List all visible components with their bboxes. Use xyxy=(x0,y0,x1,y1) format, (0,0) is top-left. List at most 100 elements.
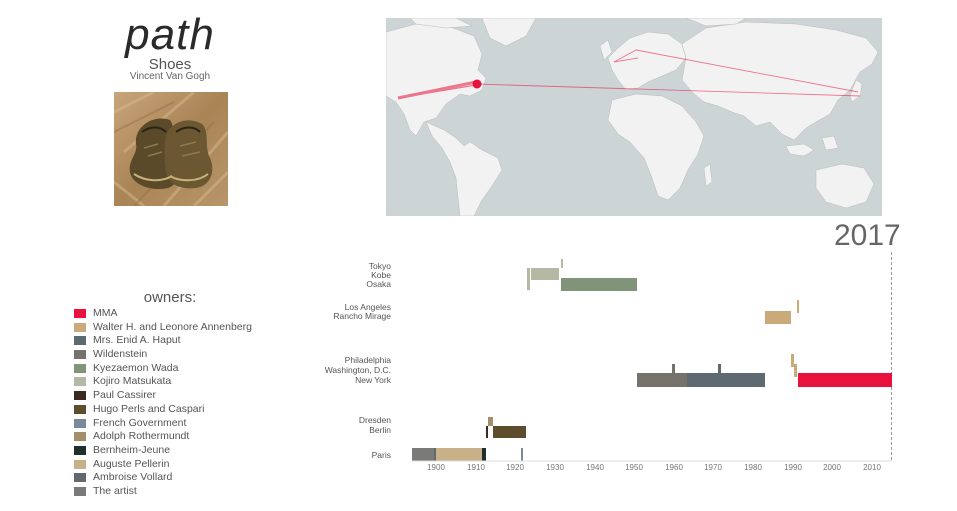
artwork-title: Shoes xyxy=(148,56,192,73)
bar-annenberg-washington[interactable] xyxy=(794,364,797,377)
legend-swatch xyxy=(74,459,86,469)
bar-kojiro-matsukata-kobe-start[interactable] xyxy=(527,268,530,290)
owners-heading: owners: xyxy=(143,289,197,306)
location-label-kobe: Kobe xyxy=(371,270,391,280)
tick-1930: 1930 xyxy=(546,463,564,472)
legend-label: Mrs. Enid A. Haput xyxy=(93,334,181,347)
legend-label: Bernheim-Jeune xyxy=(93,443,171,456)
bar-bernheim-jeune-paris[interactable] xyxy=(482,448,486,461)
bar-kojiro-matsukata-kobe[interactable] xyxy=(531,268,559,280)
ownership-bars[interactable] xyxy=(412,259,892,461)
location-label-philadelphia: Philadelphia xyxy=(345,355,392,365)
legend-swatch xyxy=(74,391,86,401)
bar-auguste-pellerin-paris[interactable] xyxy=(436,448,482,461)
location-label-washington: Washington, D.C. xyxy=(325,365,391,375)
bar-annenberg-rancho-mirage[interactable] xyxy=(765,311,791,324)
bar-kojiro-matsukata-tokyo[interactable] xyxy=(561,259,563,268)
bar-french-government-paris[interactable] xyxy=(521,448,523,461)
bar-adolph-rothermundt-dresden[interactable] xyxy=(488,417,493,426)
artist-name: Vincent Van Gogh xyxy=(129,71,211,82)
legend-label: Paul Cassirer xyxy=(93,389,157,402)
shoes-painting xyxy=(114,92,228,206)
legend-swatch xyxy=(74,486,86,496)
legend-label: Wildenstein xyxy=(93,348,148,361)
legend-item-paul-cassirer[interactable]: Paul Cassirer xyxy=(74,389,314,403)
bar-wildenstein-new-york-3[interactable] xyxy=(675,373,687,387)
bar-the-artist-paris[interactable] xyxy=(412,448,434,461)
current-location-marker[interactable] xyxy=(472,79,482,89)
tick-1970: 1970 xyxy=(704,463,722,472)
location-label-tokyo: Tokyo xyxy=(369,261,391,271)
bar-enid-haupt-new-york-3[interactable] xyxy=(721,373,765,387)
location-label-paris: Paris xyxy=(372,450,391,460)
legend-swatch xyxy=(74,445,86,455)
legend-item-hugo-perls[interactable]: Hugo Perls and Caspari xyxy=(74,403,314,417)
bar-hugo-perls-berlin-end[interactable] xyxy=(524,426,526,438)
bar-wildenstein-new-york-2[interactable] xyxy=(672,364,675,387)
tick-1960: 1960 xyxy=(665,463,683,472)
app-title: path xyxy=(125,10,215,59)
legend-item-the-artist[interactable]: The artist xyxy=(74,485,314,499)
location-label-osaka: Osaka xyxy=(366,279,391,289)
owners-legend: MMA Walter H. and Leonore Annenberg Mrs.… xyxy=(74,307,314,499)
bar-enid-haupt-new-york-2[interactable] xyxy=(718,364,721,387)
tick-1910: 1910 xyxy=(467,463,485,472)
tick-2000: 2000 xyxy=(823,463,841,472)
bar-ambroise-vollard-paris[interactable] xyxy=(434,448,436,461)
location-label-los-angeles: Los Angeles xyxy=(345,302,391,312)
legend-item-bernheim-jeune[interactable]: Bernheim-Jeune xyxy=(74,444,314,458)
legend-label: The artist xyxy=(93,484,137,497)
tick-1940: 1940 xyxy=(586,463,604,472)
legend-swatch xyxy=(74,350,86,360)
legend-label: Hugo Perls and Caspari xyxy=(93,402,205,415)
legend-item-auguste-pellerin[interactable]: Auguste Pellerin xyxy=(74,458,314,472)
legend-item-enid-haupt[interactable]: Mrs. Enid A. Haput xyxy=(74,334,314,348)
bar-hugo-perls-berlin[interactable] xyxy=(493,426,525,438)
legend-label: Ambroise Vollard xyxy=(93,471,173,484)
bar-mma-new-york[interactable] xyxy=(798,373,892,387)
world-map-canvas[interactable] xyxy=(386,18,882,216)
legend-swatch xyxy=(74,363,86,373)
legend-item-kyezaemon-wada[interactable]: Kyezaemon Wada xyxy=(74,362,314,376)
current-year-line xyxy=(891,252,892,460)
legend-label: French Government xyxy=(93,416,187,429)
legend-item-ambroise-vollard[interactable]: Ambroise Vollard xyxy=(74,471,314,485)
legend-item-wildenstein[interactable]: Wildenstein xyxy=(74,348,314,362)
bar-kyezaemon-wada-osaka[interactable] xyxy=(561,278,637,291)
legend-label: Kyezaemon Wada xyxy=(93,361,179,374)
legend-item-french-government[interactable]: French Government xyxy=(74,417,314,431)
location-label-rancho-mirage: Rancho Mirage xyxy=(333,311,391,321)
provenance-routes xyxy=(397,49,861,100)
timeline-ticks: 1900 1910 1920 1930 1940 1950 1960 1970 … xyxy=(427,463,881,472)
legend-label: MMA xyxy=(93,307,118,319)
legend-swatch xyxy=(74,377,86,387)
legend-item-kojiro-matsukata[interactable]: Kojiro Matsukata xyxy=(74,375,314,389)
location-label-dresden: Dresden xyxy=(359,415,391,425)
tick-1990: 1990 xyxy=(784,463,802,472)
tick-1980: 1980 xyxy=(744,463,762,472)
bar-annenberg-los-angeles[interactable] xyxy=(797,300,799,313)
bar-enid-haupt-new-york[interactable] xyxy=(687,373,719,387)
bar-annenberg-philadelphia[interactable] xyxy=(791,354,794,367)
artwork-image xyxy=(114,92,228,206)
legend-label: Kojiro Matsukata xyxy=(93,375,172,388)
bar-paul-cassirer-berlin[interactable] xyxy=(486,426,488,438)
legend-swatch xyxy=(74,309,86,318)
tick-1950: 1950 xyxy=(625,463,643,472)
legend-item-annenberg[interactable]: Walter H. and Leonore Annenberg xyxy=(74,321,314,335)
legend-swatch xyxy=(74,432,86,442)
tick-1900: 1900 xyxy=(427,463,445,472)
legend-item-mma[interactable]: MMA xyxy=(74,307,314,321)
location-label-berlin: Berlin xyxy=(369,425,391,435)
legend-label: Walter H. and Leonore Annenberg xyxy=(93,320,252,333)
legend-swatch xyxy=(74,336,86,346)
location-label-new-york: New York xyxy=(355,375,392,385)
legend-label: Auguste Pellerin xyxy=(93,457,170,470)
legend-item-adolph-rothermundt[interactable]: Adolph Rothermundt xyxy=(74,430,314,444)
world-map[interactable] xyxy=(386,18,882,216)
tick-2010: 2010 xyxy=(863,463,881,472)
legend-label: Adolph Rothermundt xyxy=(93,430,190,443)
bar-wildenstein-new-york[interactable] xyxy=(637,373,673,387)
tick-1920: 1920 xyxy=(506,463,524,472)
